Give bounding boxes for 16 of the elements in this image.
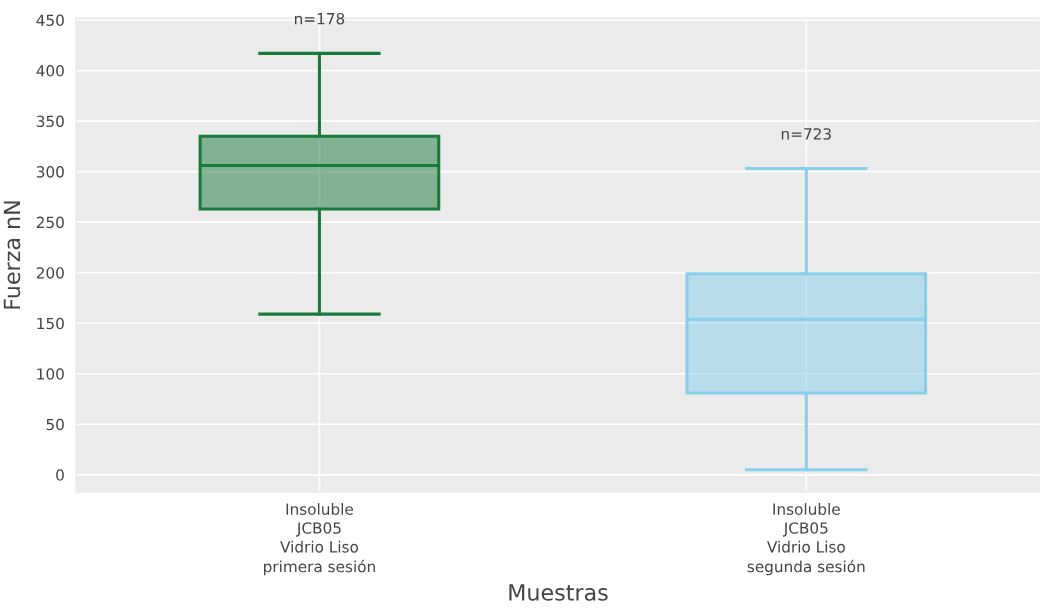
y-tick-label: 50 xyxy=(46,418,64,431)
x-tick-label: Insoluble JCB05 Vidrio Liso primera sesión xyxy=(264,503,375,576)
annotation: n=723 xyxy=(781,128,831,140)
y-tick-label: 400 xyxy=(36,65,64,77)
y-tick-label: 450 xyxy=(36,14,64,27)
annotation: n=178 xyxy=(295,12,345,25)
y-tick-label: 200 xyxy=(36,267,64,279)
y-axis-title: Fuerza nN xyxy=(3,201,21,309)
x-tick-label: Insoluble JCB05 Vidrio Liso segunda sesión xyxy=(747,503,865,576)
y-tick-label: 250 xyxy=(36,216,64,229)
y-tick-label: 350 xyxy=(36,115,64,128)
y-tick-label: 0 xyxy=(56,469,64,481)
y-tick-label: 100 xyxy=(37,368,64,380)
x-axis-title: Muestras xyxy=(509,584,608,601)
y-tick-label: 150 xyxy=(37,317,64,330)
y-tick-label: 300 xyxy=(36,166,64,178)
